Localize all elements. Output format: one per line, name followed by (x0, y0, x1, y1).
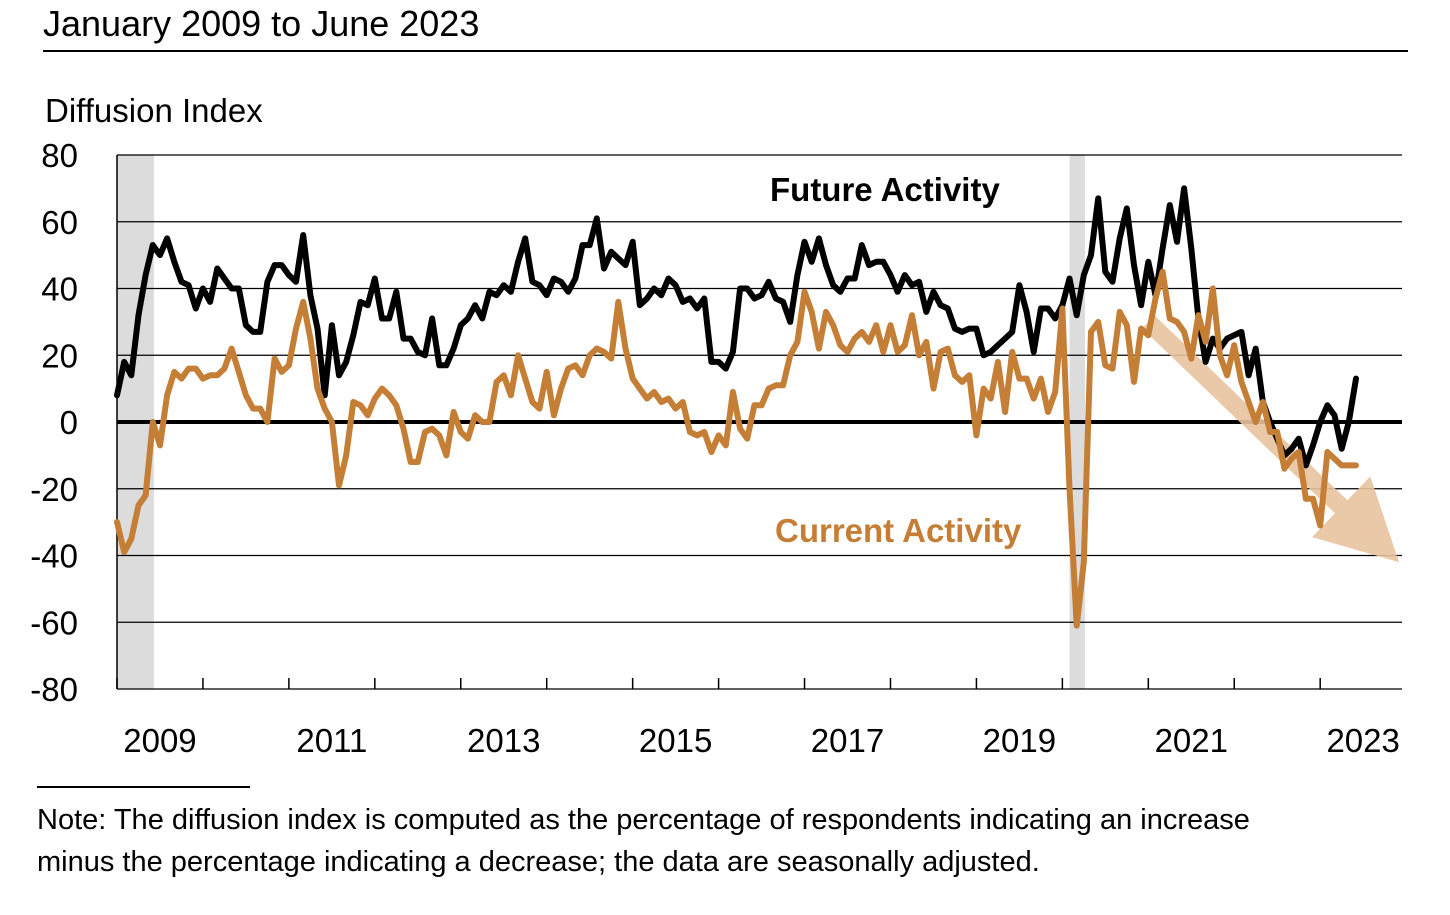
series-line-future-activity (114, 185, 1359, 469)
y-tick-label: -80 (30, 671, 78, 708)
x-tick-label: 2019 (983, 722, 1056, 759)
x-tick-label: 2011 (296, 722, 367, 759)
x-tick-label: 2009 (123, 722, 196, 759)
chart-subtitle: January 2009 to June 2023 (43, 3, 479, 44)
y-tick-label: -20 (30, 471, 78, 508)
y-tick-labels: 80 60 40 20 0 -20 -40 -60 -80 (30, 137, 78, 708)
note-line-1: Note: The diffusion index is computed as… (37, 804, 1250, 836)
x-tick-label: 2023 (1326, 722, 1399, 759)
series-lines (114, 185, 1359, 629)
y-tick-label: 20 (41, 337, 78, 374)
y-tick-label: 80 (41, 137, 78, 174)
y-tick-label: -60 (30, 604, 78, 641)
note-line-2: minus the percentage indicating a decrea… (37, 846, 1040, 878)
y-axis-label: Diffusion Index (45, 92, 263, 129)
y-tick-label: 0 (60, 404, 78, 441)
x-tick-label: 2021 (1155, 722, 1228, 759)
x-tick-labels: 2009 2011 2013 2015 2017 2019 2021 2023 (123, 722, 1400, 759)
trend-arrow (1142, 315, 1399, 563)
y-tick-label: 60 (41, 204, 78, 241)
y-tick-label: 40 (41, 271, 78, 308)
gridlines (116, 154, 1402, 690)
series-label-future-activity: Future Activity (770, 171, 1000, 208)
x-tick-label: 2017 (811, 722, 884, 759)
x-tick-label: 2015 (639, 722, 712, 759)
series-line-current-activity (114, 268, 1359, 629)
trend-arrow-shape (1142, 315, 1399, 563)
x-tick-label: 2013 (467, 722, 540, 759)
x-axis-ticks (116, 678, 1321, 689)
y-tick-label: -40 (30, 538, 78, 575)
series-label-current-activity: Current Activity (775, 512, 1022, 549)
